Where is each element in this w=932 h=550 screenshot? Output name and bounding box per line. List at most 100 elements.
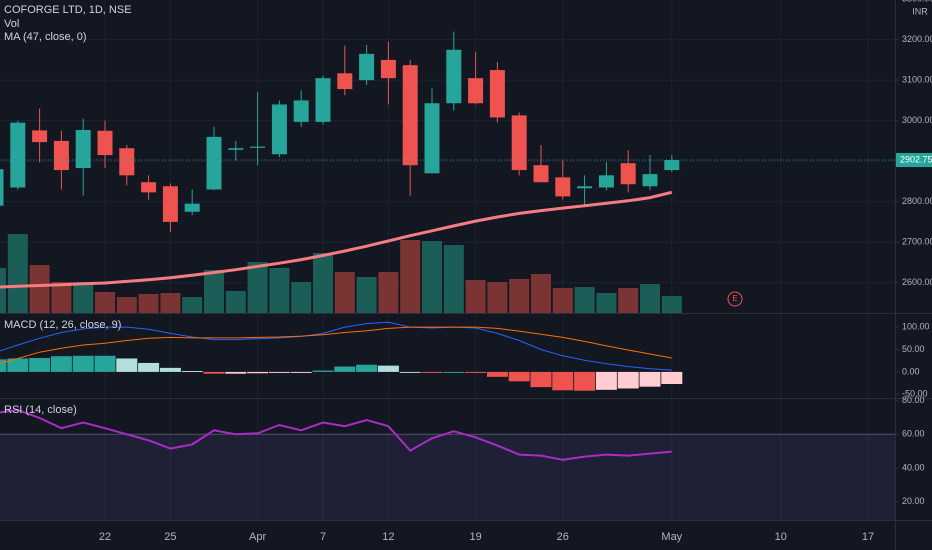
candle-body (271, 104, 287, 155)
x-tick-label: 12 (382, 531, 394, 543)
y-tick-label: -50.00 (902, 389, 928, 399)
volume-legend[interactable]: Vol (4, 18, 19, 30)
macd-histogram-bar (138, 362, 160, 372)
volume-bar (422, 241, 442, 313)
volume-bar (574, 287, 595, 313)
candle-body (511, 115, 527, 171)
volume-bar (596, 293, 617, 313)
earnings-icon[interactable] (727, 291, 743, 307)
candle-body (75, 129, 91, 169)
macd-histogram-bar (334, 366, 356, 372)
y-tick-label: 0.00 (902, 366, 920, 376)
candle-body (337, 73, 353, 90)
currency-label[interactable]: INR (912, 6, 928, 16)
volume-bar (116, 297, 137, 313)
macd-histogram-bar (377, 365, 399, 372)
x-tick-label: 17 (862, 531, 874, 543)
volume-bar (7, 234, 28, 313)
y-tick-label: 3100.00 (902, 75, 932, 85)
macd-histogram-bar (443, 371, 465, 373)
candle-body (119, 148, 135, 176)
candle-body (10, 122, 26, 188)
candle-body (97, 130, 113, 156)
candle-body (315, 78, 331, 122)
y-tick-label: 50.00 (902, 344, 925, 354)
volume-bar (378, 272, 399, 313)
earnings-label[interactable]: E (732, 294, 737, 303)
macd-histogram-bar (399, 371, 421, 373)
y-tick-label: 2700.00 (902, 237, 932, 247)
macd-histogram-bar (7, 358, 29, 372)
candle-body (250, 146, 266, 148)
macd-histogram-bar (50, 356, 72, 372)
candle-body (555, 177, 571, 197)
volume-bar (269, 268, 290, 313)
candle-body (359, 53, 375, 81)
volume-bar (661, 296, 682, 313)
volume-bar (247, 262, 268, 313)
macd-histogram-bar (421, 371, 443, 373)
volume-bar (313, 253, 333, 313)
macd-histogram-bar (72, 355, 94, 372)
candle-body (468, 78, 484, 104)
candle-body (162, 186, 178, 222)
y-tick-label: 20.00 (902, 496, 925, 506)
macd-histogram-bar (290, 371, 312, 373)
y-tick-label: 80.00 (902, 395, 925, 405)
macd-histogram-bar (247, 371, 269, 374)
macd-histogram-bar (530, 371, 552, 388)
volume-bar (182, 297, 203, 313)
macd-histogram-bar (29, 358, 51, 372)
candle-body (184, 203, 200, 212)
candle-body (598, 175, 614, 188)
candle-body (424, 103, 440, 174)
x-tick-label: 10 (775, 531, 787, 543)
macd-histogram-bar (0, 359, 7, 372)
x-tick-label: May (661, 531, 682, 543)
macd-histogram-bar (116, 358, 138, 372)
rsi-legend[interactable]: RSI (14, close) (4, 404, 77, 416)
volume-bar (204, 270, 224, 313)
x-tick-label: 19 (469, 531, 481, 543)
volume-bar (51, 282, 72, 313)
grid (0, 0, 899, 520)
macd-histogram-bar (465, 371, 487, 373)
candle-body (533, 165, 549, 183)
candle-body (642, 174, 658, 187)
candle-body (380, 59, 396, 79)
volume-bar (160, 293, 181, 313)
volume-bar (618, 288, 639, 313)
macd-histogram-bar (312, 370, 334, 372)
volume-bar (356, 277, 377, 313)
rsi-band (0, 434, 895, 520)
y-tick-label: 3000.00 (902, 115, 932, 125)
symbol-title[interactable]: COFORGE LTD, 1D, NSE (4, 4, 132, 16)
candle-body (620, 163, 636, 185)
volume-bar (509, 279, 530, 313)
candle-body (293, 100, 309, 122)
candle-body (228, 148, 244, 150)
candle-body (577, 186, 593, 189)
candle-body (32, 130, 48, 143)
macd-histogram-bar (94, 355, 116, 372)
candle-body (402, 65, 418, 166)
volume-bar (487, 282, 508, 313)
macd-histogram-bar (225, 371, 247, 374)
candle-body (141, 182, 157, 193)
marks (0, 31, 895, 461)
macd-histogram-bar (574, 371, 596, 391)
x-tick-label: 7 (320, 531, 326, 543)
volume-bar (29, 265, 50, 313)
ma-legend[interactable]: MA (47, close, 0) (4, 31, 87, 43)
rsi-line (0, 408, 672, 461)
volume-bar (552, 288, 573, 313)
y-tick-label: 3200.00 (902, 34, 932, 44)
macd-legend[interactable]: MACD (12, 26, close, 9) (4, 319, 121, 331)
macd-histogram-bar (639, 371, 661, 387)
volume-bar (291, 282, 312, 313)
x-tick-label: 25 (164, 531, 176, 543)
x-tick-label: 22 (99, 531, 111, 543)
candle-body (489, 70, 505, 118)
